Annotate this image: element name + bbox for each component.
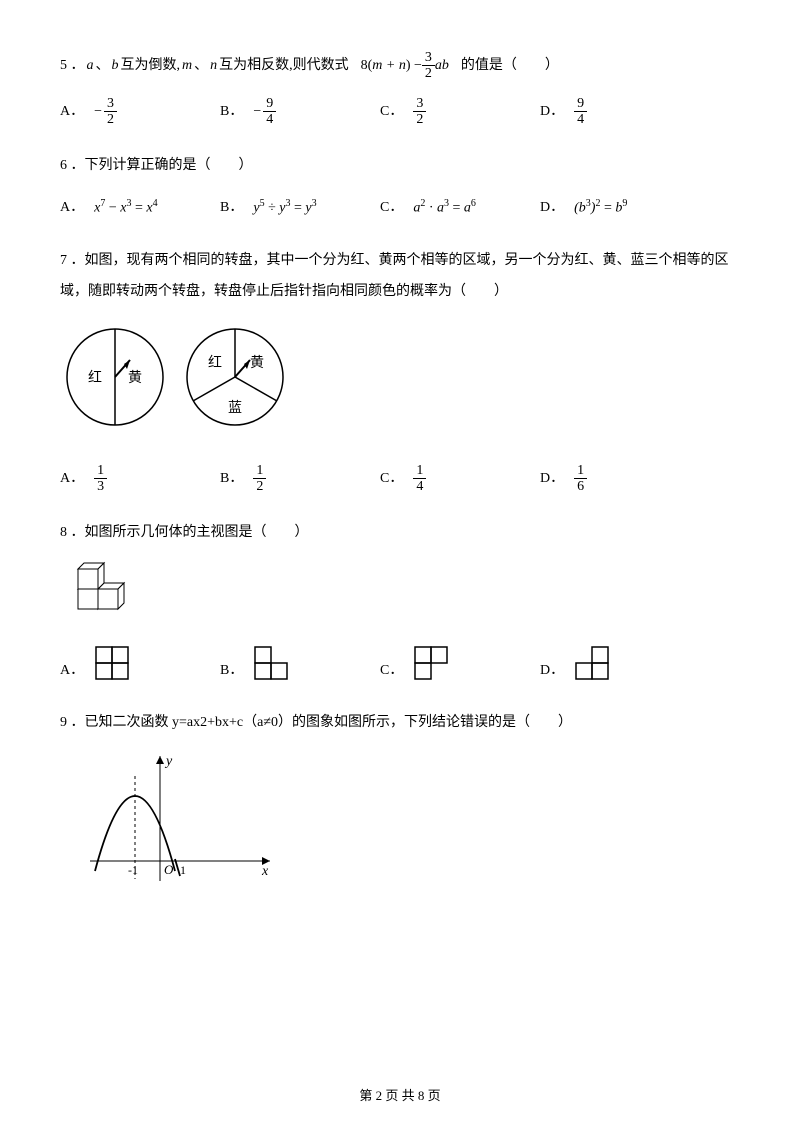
q5-options: A． − 32 B． − 94 C． 32 D． 94 bbox=[60, 96, 740, 128]
spinner2-tr: 黄 bbox=[250, 354, 264, 371]
q5-t3: 的值是（ ） bbox=[461, 52, 559, 80]
page-footer: 第 2 页 共 8 页 bbox=[0, 1085, 800, 1104]
q5-m: m bbox=[182, 52, 192, 80]
q7-text: 7 ．如图，现有两个相同的转盘，其中一个分为红、黄两个相等的区域，另一个分为红、… bbox=[60, 246, 740, 308]
view-a-icon bbox=[94, 645, 144, 685]
q5-n: n bbox=[210, 52, 217, 80]
q8-options: A． B． C． D． bbox=[60, 645, 740, 685]
q5-t1: 互为倒数, bbox=[121, 52, 181, 80]
q8-solid bbox=[70, 561, 740, 627]
axis-x-label: x bbox=[261, 864, 269, 879]
q7-opt-c: C．14 bbox=[380, 463, 540, 495]
q8-opt-c: C． bbox=[380, 645, 540, 685]
question-7: 7 ．如图，现有两个相同的转盘，其中一个分为红、黄两个相等的区域，另一个分为红、… bbox=[60, 246, 740, 494]
question-9: 9 ．已知二次函数 y=ax2+bx+c（a≠0）的图象如图所示，下列结论错误的… bbox=[60, 709, 740, 902]
q7-options: A．13 B．12 C．14 D．16 bbox=[60, 463, 740, 495]
question-6: 6 ．下列计算正确的是（ ） A． x7 − x3 = x4 B． y5 ÷ y… bbox=[60, 152, 740, 223]
q8-opt-b: B． bbox=[220, 645, 380, 685]
cube-stack-icon bbox=[70, 561, 140, 616]
q7-spinners: 红 黄 红 黄 蓝 bbox=[60, 322, 740, 443]
q6-text: 6 ．下列计算正确的是（ ） bbox=[60, 152, 740, 180]
parabola-icon: y x O -1 1 bbox=[80, 751, 280, 891]
q5-opt-d: D． 94 bbox=[540, 96, 700, 128]
q5-a: a bbox=[87, 52, 94, 80]
q6-options: A． x7 − x3 = x4 B． y5 ÷ y3 = y3 C． a2 · … bbox=[60, 194, 740, 223]
q7-opt-d: D．16 bbox=[540, 463, 700, 495]
q5-b: b bbox=[112, 52, 119, 80]
pos1-label: 1 bbox=[180, 863, 186, 877]
spinner2-tl: 红 bbox=[208, 355, 222, 371]
q6-opt-d: D． (b3)2 = b9 bbox=[540, 194, 700, 223]
view-c-icon bbox=[413, 645, 463, 685]
spinner1-left: 红 bbox=[88, 370, 102, 386]
question-5: 5 ． a、 b 互为倒数, m、 n 互为相反数,则代数式 8( m + n … bbox=[60, 50, 740, 128]
spinner2-b: 蓝 bbox=[228, 400, 242, 416]
q7-opt-a: A．13 bbox=[60, 463, 220, 495]
q5-expr: 8( m + n ) − 3 2 ab bbox=[361, 50, 449, 82]
spinner1-right: 黄 bbox=[128, 369, 142, 386]
q8-text: 8 ．如图所示几何体的主视图是（ ） bbox=[60, 519, 740, 547]
q7-opt-b: B．12 bbox=[220, 463, 380, 495]
neg1-label: -1 bbox=[128, 863, 138, 877]
q6-opt-b: B． y5 ÷ y3 = y3 bbox=[220, 194, 380, 223]
view-d-icon bbox=[574, 645, 624, 685]
q6-opt-c: C． a2 · a3 = a6 bbox=[380, 194, 540, 223]
q5-t2: 互为相反数,则代数式 bbox=[219, 52, 349, 80]
q5-opt-b: B． − 94 bbox=[220, 96, 380, 128]
q5-opt-a: A． − 32 bbox=[60, 96, 220, 128]
q8-opt-d: D． bbox=[540, 645, 700, 685]
q5-num: 5 ． bbox=[60, 52, 85, 80]
q6-opt-a: A． x7 − x3 = x4 bbox=[60, 194, 220, 223]
question-8: 8 ．如图所示几何体的主视图是（ ） A． bbox=[60, 519, 740, 685]
axis-y-label: y bbox=[164, 754, 173, 769]
view-b-icon bbox=[253, 645, 303, 685]
q8-opt-a: A． bbox=[60, 645, 220, 685]
q9-graph: y x O -1 1 bbox=[80, 751, 740, 902]
q5-text: 5 ． a、 b 互为倒数, m、 n 互为相反数,则代数式 8( m + n … bbox=[60, 50, 740, 82]
spinner-diagram: 红 黄 红 黄 蓝 bbox=[60, 322, 310, 432]
q5-opt-c: C． 32 bbox=[380, 96, 540, 128]
q9-text: 9 ．已知二次函数 y=ax2+bx+c（a≠0）的图象如图所示，下列结论错误的… bbox=[60, 709, 740, 737]
